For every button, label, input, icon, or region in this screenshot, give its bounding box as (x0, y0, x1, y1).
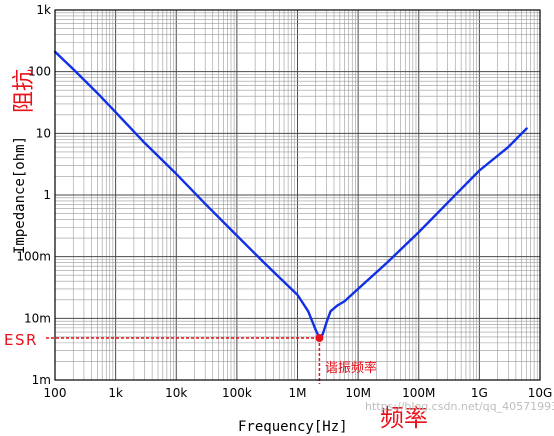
y-axis-cn-label: 阻抗 (12, 69, 37, 113)
y-tick-label: 1 (43, 188, 51, 202)
x-tick-label: 1G (471, 386, 488, 400)
resonance-point (315, 333, 324, 342)
y-axis-title: Impedance[ohm] (12, 136, 28, 254)
annotations: ESR 谐振频率 阻抗 频率 (4, 69, 428, 432)
x-axis-title: Frequency[Hz] (238, 419, 348, 435)
x-tick-label: 10k (165, 386, 187, 400)
y-tick-label: 1m (32, 373, 51, 387)
watermark: https://blog.csdn.net/qq_40571993 (365, 400, 554, 413)
y-tick-label: 10 (36, 126, 51, 140)
x-tick-label: 1M (289, 386, 307, 400)
x-tick-label: 100k (222, 386, 252, 400)
y-tick-label: 1k (36, 3, 51, 17)
y-tick-label: 100 (28, 65, 51, 79)
x-axis-cn-label: 频率 (380, 404, 428, 432)
x-tick-label: 1k (108, 386, 123, 400)
x-tick-label: 100M (402, 386, 435, 400)
plot-border (54, 9, 541, 381)
y-tick-labels: 1m 10m 100m 1 10 100 1k (16, 3, 51, 387)
x-tick-labels: 100 1k 10k 100k 1M 10M 100M 1G 10G (44, 386, 553, 400)
esr-label: ESR (4, 331, 38, 349)
plot-grid (54, 10, 540, 381)
resonance-label: 谐振频率 (325, 360, 377, 376)
x-tick-label: 10M (345, 386, 371, 400)
y-tick-label: 100m (16, 250, 51, 264)
y-tick-label: 10m (24, 311, 51, 325)
x-tick-label: 100 (44, 386, 67, 400)
x-tick-label: 10G (528, 386, 553, 400)
